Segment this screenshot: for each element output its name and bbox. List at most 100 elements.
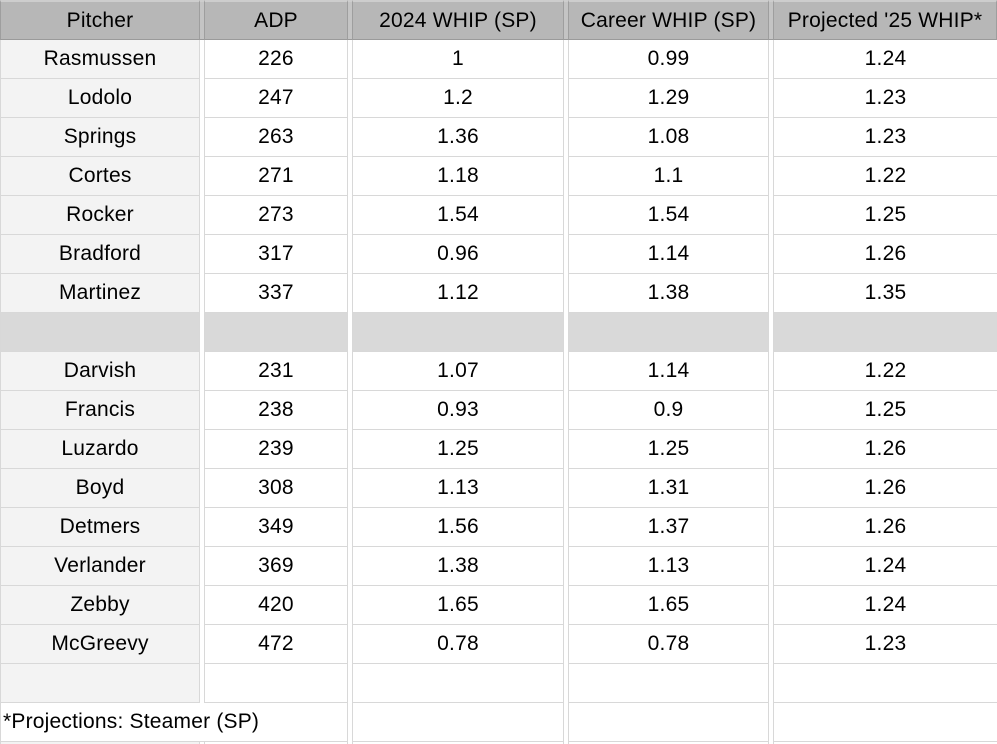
whip-2024-cell[interactable]: 1.2	[352, 79, 564, 118]
adp-cell[interactable]: 263	[204, 118, 348, 157]
career-whip-cell[interactable]: 1.54	[568, 196, 769, 235]
adp-cell[interactable]	[204, 664, 348, 703]
projected-whip-cell[interactable]: 1.24	[773, 40, 997, 79]
column-header-adp[interactable]: ADP	[204, 0, 348, 40]
projected-whip-cell[interactable]: 1.23	[773, 118, 997, 157]
adp-cell[interactable]: 420	[204, 586, 348, 625]
whip-2024-cell[interactable]: 1.65	[352, 586, 564, 625]
career-whip-cell[interactable]: 0.9	[568, 391, 769, 430]
column-header-projected-whip[interactable]: Projected '25 WHIP*	[773, 0, 997, 40]
whip-2024-cell[interactable]: 1.12	[352, 274, 564, 313]
column-header-pitcher[interactable]: Pitcher	[0, 0, 200, 40]
projected-whip-cell[interactable]: 1.26	[773, 235, 997, 274]
pitcher-cell[interactable]: Darvish	[0, 352, 200, 391]
career-whip-cell[interactable]: 1.1	[568, 157, 769, 196]
pitcher-cell[interactable]: Verlander	[0, 547, 200, 586]
whip-2024-cell[interactable]	[352, 742, 564, 744]
pitcher-cell[interactable]: Springs	[0, 118, 200, 157]
projected-whip-cell[interactable]: 1.24	[773, 547, 997, 586]
career-whip-cell[interactable]: 0.99	[568, 40, 769, 79]
whip-2024-cell[interactable]: 1.38	[352, 547, 564, 586]
adp-cell[interactable]: 308	[204, 469, 348, 508]
career-whip-cell[interactable]	[568, 664, 769, 703]
whip-2024-cell[interactable]: 1.54	[352, 196, 564, 235]
adp-cell[interactable]: 226	[204, 40, 348, 79]
whip-2024-cell[interactable]: 0.78	[352, 625, 564, 664]
adp-cell[interactable]: 337	[204, 274, 348, 313]
pitcher-cell[interactable]: Cortes	[0, 157, 200, 196]
projected-whip-cell[interactable]: 1.23	[773, 625, 997, 664]
pitcher-cell[interactable]: Rocker	[0, 196, 200, 235]
adp-cell[interactable]: 349	[204, 508, 348, 547]
career-whip-cell[interactable]: 1.31	[568, 469, 769, 508]
whip-2024-cell[interactable]: 1.56	[352, 508, 564, 547]
whip-2024-cell[interactable]: 0.93	[352, 391, 564, 430]
whip-2024-cell[interactable]: 1	[352, 40, 564, 79]
column-header-2024-whip[interactable]: 2024 WHIP (SP)	[352, 0, 564, 40]
adp-cell[interactable]: 247	[204, 79, 348, 118]
adp-cell[interactable]: 238	[204, 391, 348, 430]
projected-whip-cell[interactable]: 1.22	[773, 157, 997, 196]
whip-2024-cell[interactable]: 1.18	[352, 157, 564, 196]
adp-cell[interactable]: 273	[204, 196, 348, 235]
whip-2024-cell[interactable]: 1.13	[352, 469, 564, 508]
pitcher-cell[interactable]: McGreevy	[0, 625, 200, 664]
adp-cell[interactable]: 369	[204, 547, 348, 586]
projected-whip-cell[interactable]: 1.26	[773, 430, 997, 469]
career-whip-cell[interactable]: 1.65	[568, 586, 769, 625]
whip-2024-cell[interactable]	[352, 664, 564, 703]
pitcher-cell[interactable]: Lodolo	[0, 79, 200, 118]
projected-whip-cell[interactable]: 1.25	[773, 196, 997, 235]
projected-whip-cell[interactable]: 1.25	[773, 391, 997, 430]
whip-2024-cell[interactable]: 1.36	[352, 118, 564, 157]
career-whip-cell[interactable]: 1.14	[568, 352, 769, 391]
pitcher-cell[interactable]: Francis	[0, 391, 200, 430]
projected-whip-cell[interactable]: 1.22	[773, 352, 997, 391]
adp-cell[interactable]: 239	[204, 430, 348, 469]
whip-2024-cell[interactable]: 0.96	[352, 235, 564, 274]
pitcher-cell[interactable]: Rasmussen	[0, 40, 200, 79]
adp-cell[interactable]: 317	[204, 235, 348, 274]
whip-2024-cell[interactable]	[352, 703, 564, 742]
projected-whip-cell[interactable]	[773, 703, 997, 742]
career-whip-cell[interactable]	[568, 742, 769, 744]
projected-whip-cell[interactable]	[773, 664, 997, 703]
whip-2024-cell[interactable]: 1.25	[352, 430, 564, 469]
career-whip-cell[interactable]	[568, 313, 769, 352]
projected-whip-cell[interactable]	[773, 742, 997, 744]
projected-whip-cell[interactable]: 1.35	[773, 274, 997, 313]
footnote-cell[interactable]: *Projections: Steamer (SP)	[0, 703, 348, 742]
career-whip-cell[interactable]: 1.37	[568, 508, 769, 547]
pitcher-cell[interactable]: Bradford	[0, 235, 200, 274]
projected-whip-cell[interactable]: 1.26	[773, 508, 997, 547]
projected-whip-cell[interactable]: 1.23	[773, 79, 997, 118]
column-header-career-whip[interactable]: Career WHIP (SP)	[568, 0, 769, 40]
column-gutter	[200, 235, 204, 274]
whip-2024-cell[interactable]: 1.07	[352, 352, 564, 391]
projected-whip-cell[interactable]: 1.24	[773, 586, 997, 625]
adp-cell[interactable]: 231	[204, 352, 348, 391]
career-whip-cell[interactable]: 0.78	[568, 625, 769, 664]
pitcher-cell[interactable]	[0, 664, 200, 703]
pitcher-cell[interactable]	[0, 313, 200, 352]
career-whip-cell[interactable]: 1.25	[568, 430, 769, 469]
pitcher-cell[interactable]: Boyd	[0, 469, 200, 508]
pitcher-cell[interactable]: Detmers	[0, 508, 200, 547]
projected-whip-cell[interactable]	[773, 313, 997, 352]
pitcher-cell[interactable]: Zebby	[0, 586, 200, 625]
career-whip-cell[interactable]: 1.29	[568, 79, 769, 118]
career-whip-cell[interactable]	[568, 703, 769, 742]
projected-whip-cell[interactable]: 1.26	[773, 469, 997, 508]
career-whip-cell[interactable]: 1.13	[568, 547, 769, 586]
career-whip-cell[interactable]: 1.38	[568, 274, 769, 313]
pitcher-cell[interactable]	[0, 742, 200, 744]
adp-cell[interactable]	[204, 313, 348, 352]
adp-cell[interactable]: 271	[204, 157, 348, 196]
career-whip-cell[interactable]: 1.14	[568, 235, 769, 274]
adp-cell[interactable]	[204, 742, 348, 744]
pitcher-cell[interactable]: Luzardo	[0, 430, 200, 469]
career-whip-cell[interactable]: 1.08	[568, 118, 769, 157]
pitcher-cell[interactable]: Martinez	[0, 274, 200, 313]
adp-cell[interactable]: 472	[204, 625, 348, 664]
whip-2024-cell[interactable]	[352, 313, 564, 352]
